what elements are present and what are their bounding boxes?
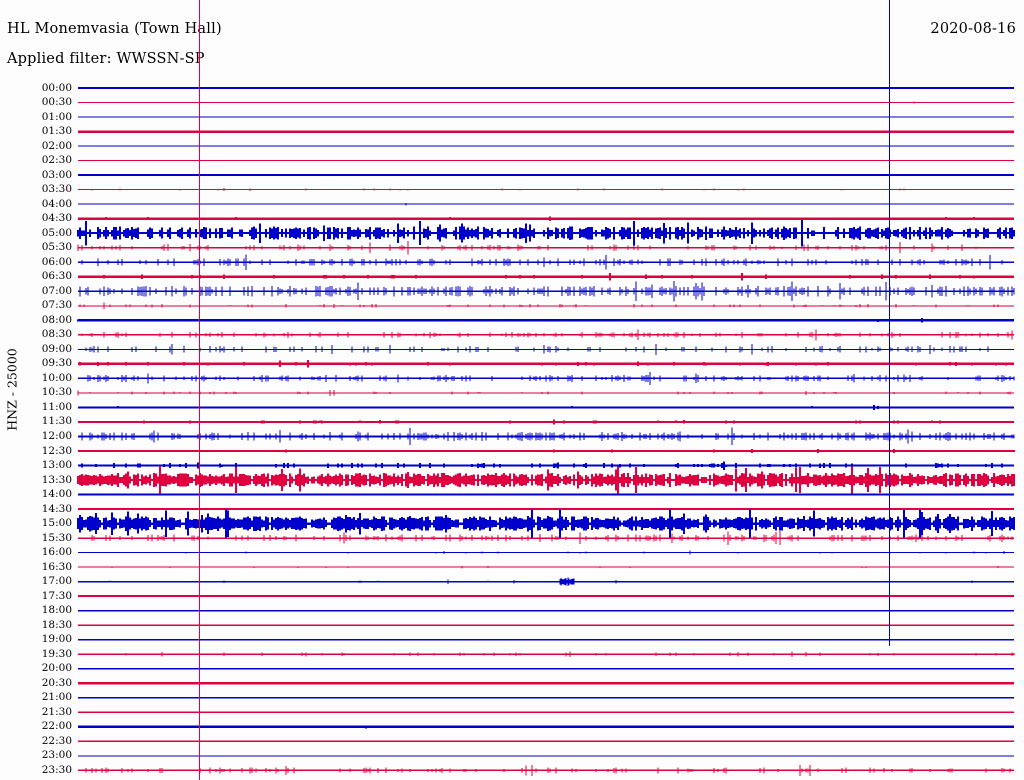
trace-noise <box>593 130 673 133</box>
trace-noise <box>91 531 1013 546</box>
row-time-label: 11:30 <box>41 415 72 428</box>
row-time-label: 00:00 <box>41 81 72 94</box>
trace-noise <box>109 577 1011 586</box>
row-time-label: 13:00 <box>41 459 72 472</box>
trace-noise <box>111 566 999 569</box>
row-time-label: 18:00 <box>41 604 72 617</box>
row-time-label: 09:30 <box>41 357 72 370</box>
row-time-label: 03:30 <box>41 183 72 196</box>
row-time-label: 12:30 <box>41 444 72 457</box>
applied-filter-label: Applied filter: WWSSN-SP <box>7 51 205 67</box>
trace-noise <box>77 389 1011 396</box>
trace-noise <box>81 427 1015 446</box>
trace-noise <box>93 419 993 425</box>
row-time-label: 04:30 <box>41 212 72 225</box>
row-time-label: 23:30 <box>41 763 72 776</box>
row-time-label: 00:30 <box>41 96 72 109</box>
trace-noise <box>105 216 975 221</box>
marker-line-blue <box>889 0 890 646</box>
trace-noise <box>87 372 1015 385</box>
trace-noise <box>125 651 1015 658</box>
row-time-label: 05:00 <box>41 226 72 239</box>
trace-noise <box>79 302 999 310</box>
row-time-label: 06:00 <box>41 255 72 268</box>
trace-noise <box>85 764 1011 776</box>
trace-noise <box>77 318 1009 323</box>
row-time-label: 07:00 <box>41 284 72 297</box>
row-time-label: 02:00 <box>41 139 72 152</box>
row-time-label: 20:30 <box>41 676 72 689</box>
trace-noise <box>239 86 777 90</box>
row-time-label: 15:30 <box>41 531 72 544</box>
row-time-label: 10:00 <box>41 371 72 384</box>
row-time-label: 08:30 <box>41 328 72 341</box>
row-time-label: 11:00 <box>41 400 72 413</box>
trace-noise <box>81 254 1003 271</box>
marker-line-red <box>199 0 200 780</box>
trace-noise <box>91 272 997 281</box>
row-time-label: 09:00 <box>41 342 72 355</box>
row-time-label: 18:30 <box>41 618 72 631</box>
trace-noise <box>91 188 905 192</box>
trace-noise <box>85 343 989 355</box>
trace-noise <box>221 174 907 176</box>
row-time-label: 22:30 <box>41 734 72 747</box>
row-time-label: 13:30 <box>41 473 72 486</box>
row-time-label: 01:00 <box>41 110 72 123</box>
row-time-label: 04:00 <box>41 197 72 210</box>
trace-noise <box>77 220 1015 247</box>
row-time-label: 16:30 <box>41 560 72 573</box>
row-time-label: 23:00 <box>41 749 72 762</box>
trace-noise <box>79 360 1007 368</box>
record-date: 2020-08-16 <box>930 21 1016 37</box>
row-time-label: 05:30 <box>41 241 72 254</box>
row-time-label: 22:00 <box>41 720 72 733</box>
trace-noise <box>77 465 1015 495</box>
row-time-label: 21:30 <box>41 705 72 718</box>
row-time-label: 20:00 <box>41 662 72 675</box>
trace-noise <box>155 508 971 510</box>
row-time-label: 10:30 <box>41 386 72 399</box>
trace-noise <box>77 509 1015 539</box>
trace-noise <box>81 461 1003 470</box>
row-time-label: 08:00 <box>41 313 72 326</box>
row-time-label: 17:00 <box>41 575 72 588</box>
trace-noise <box>601 624 977 627</box>
trace-noise <box>77 241 977 255</box>
row-time-label: 02:30 <box>41 154 72 167</box>
row-time-label: 12:00 <box>41 429 72 442</box>
row-time-label: 03:00 <box>41 168 72 181</box>
trace-noise <box>81 329 1013 341</box>
row-time-label: 19:30 <box>41 647 72 660</box>
trace-noise <box>159 725 953 729</box>
trace-noise <box>123 448 1015 454</box>
row-time-label: 21:00 <box>41 691 72 704</box>
trace-noise <box>185 550 1005 555</box>
row-time-label: 06:30 <box>41 270 72 283</box>
row-time-label: 15:00 <box>41 517 72 530</box>
row-time-label: 19:00 <box>41 633 72 646</box>
row-time-label: 16:00 <box>41 546 72 559</box>
row-time-label: 17:30 <box>41 589 72 602</box>
row-time-label: 14:00 <box>41 488 72 501</box>
page-title: HL Monemvasia (Town Hall) <box>7 21 222 37</box>
trace-noise <box>79 281 1015 302</box>
trace-noise <box>191 493 1005 496</box>
trace-noise <box>171 638 847 641</box>
trace-noise <box>93 404 997 410</box>
row-time-label: 01:30 <box>41 125 72 138</box>
row-time-label: 14:30 <box>41 502 72 515</box>
row-time-label: 07:30 <box>41 299 72 312</box>
trace-noise <box>161 609 819 612</box>
